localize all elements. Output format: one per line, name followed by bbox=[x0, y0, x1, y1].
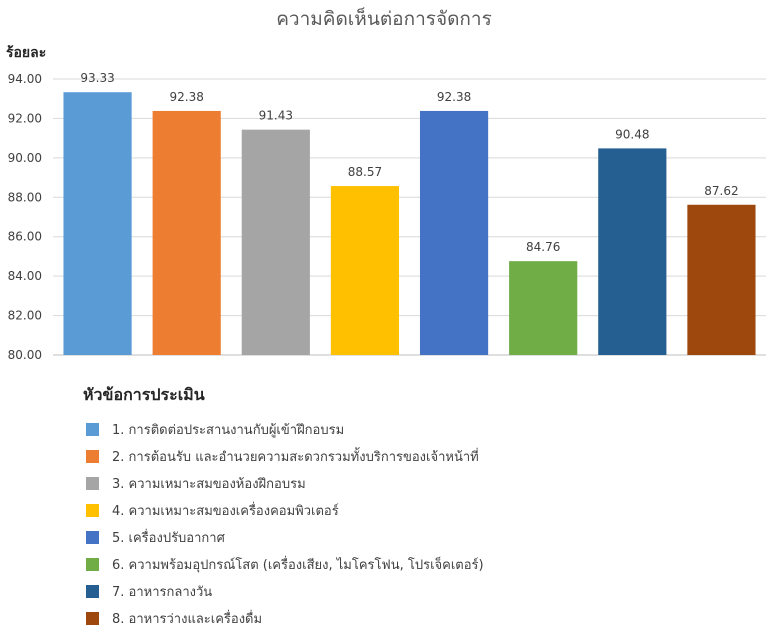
legend-label: 2. การต้อนรับ และอำนวยความสะดวกรวมทั้งบร… bbox=[112, 450, 479, 465]
legend-swatch bbox=[86, 477, 99, 490]
data-label: 90.48 bbox=[615, 127, 649, 141]
data-label: 84.76 bbox=[526, 240, 560, 254]
legend-item: 3. ความเหมาะสมของห้องฝึกอบรม bbox=[86, 470, 484, 497]
bar bbox=[330, 186, 400, 355]
y-tick-label: 88.00 bbox=[8, 190, 42, 204]
legend-label: 4. ความเหมาะสมของเครื่องคอมพิวเตอร์ bbox=[112, 504, 339, 519]
bar bbox=[687, 204, 756, 355]
bar-chart-plot: 80.00 82.00 84.00 86.00 88.00 90.00 92.00 94.00… bbox=[8, 71, 766, 362]
bar bbox=[241, 129, 310, 355]
legend-item: 5. เครื่องปรับอากาศ bbox=[86, 524, 484, 551]
bar bbox=[63, 92, 132, 356]
bar bbox=[509, 261, 578, 355]
y-tick-label: 82.00 bbox=[8, 309, 42, 323]
data-label: 92.38 bbox=[170, 90, 204, 104]
y-tick-label: 84.00 bbox=[8, 269, 42, 283]
legend-item: 6. ความพร้อมอุปกรณ์โสต (เครื่องเสียง, ไม… bbox=[86, 551, 484, 578]
legend-swatch bbox=[86, 531, 99, 544]
legend-item: 1. การติดต่อประสานงานกับผู้เข้าฝึกอบรม bbox=[86, 416, 484, 443]
legend: 1. การติดต่อประสานงานกับผู้เข้าฝึกอบรม 2.… bbox=[86, 416, 484, 632]
legend-item: 2. การต้อนรับ และอำนวยความสะดวกรวมทั้งบร… bbox=[86, 443, 484, 470]
legend-swatch bbox=[86, 612, 99, 625]
legend-swatch bbox=[86, 450, 99, 463]
bar bbox=[419, 110, 489, 356]
legend-item: 7. อาหารกลางวัน bbox=[86, 578, 484, 605]
legend-swatch bbox=[86, 558, 99, 571]
data-label: 91.43 bbox=[259, 109, 293, 123]
legend-label: 3. ความเหมาะสมของห้องฝึกอบรม bbox=[112, 477, 306, 492]
legend-label: 7. อาหารกลางวัน bbox=[112, 585, 213, 600]
y-tick-label: 94.00 bbox=[8, 72, 42, 86]
data-label: 88.57 bbox=[348, 165, 382, 179]
legend-label: 6. ความพร้อมอุปกรณ์โสต (เครื่องเสียง, ไม… bbox=[112, 558, 484, 573]
data-label: 92.38 bbox=[437, 90, 471, 104]
chart-title: ความคิดเห็นต่อการจัดการ bbox=[276, 8, 492, 30]
y-tick-label: 86.00 bbox=[8, 230, 42, 244]
legend-item: 8. อาหารว่างและเครื่องดื่ม bbox=[86, 605, 484, 632]
legend-label: 1. การติดต่อประสานงานกับผู้เข้าฝึกอบรม bbox=[112, 423, 345, 438]
data-label: 87.62 bbox=[704, 184, 738, 198]
data-label: 93.33 bbox=[80, 71, 114, 85]
bar bbox=[598, 148, 667, 355]
legend-swatch bbox=[86, 504, 99, 517]
legend-swatch bbox=[86, 423, 99, 436]
bar bbox=[152, 110, 221, 356]
legend-label: 8. อาหารว่างและเครื่องดื่ม bbox=[112, 612, 263, 627]
y-tick-label: 92.00 bbox=[8, 111, 42, 125]
legend-label: 5. เครื่องปรับอากาศ bbox=[112, 531, 225, 546]
y-tick-label: 90.00 bbox=[8, 151, 42, 165]
legend-swatch bbox=[86, 585, 99, 598]
y-tick-label: 80.00 bbox=[8, 348, 42, 362]
legend-item: 4. ความเหมาะสมของเครื่องคอมพิวเตอร์ bbox=[86, 497, 484, 524]
legend-title: หัวข้อการประเมิน bbox=[83, 385, 205, 404]
y-axis-label: ร้อยละ bbox=[6, 45, 47, 61]
